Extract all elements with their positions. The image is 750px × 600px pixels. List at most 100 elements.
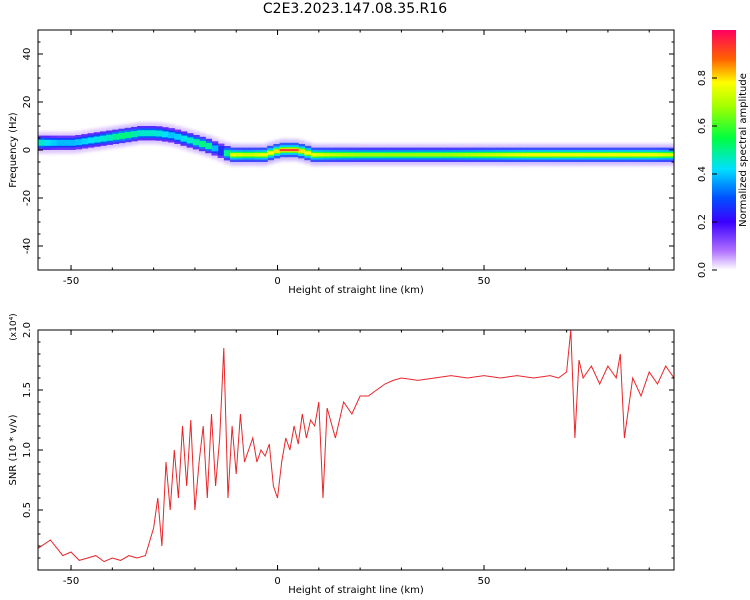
spectrogram-cell: [230, 153, 237, 157]
x-tick-label: -50: [63, 276, 79, 287]
spectrogram-cell: [576, 153, 584, 157]
colorbar-label: Normalized spectral amplitude: [738, 73, 749, 227]
x-tick-label: 50: [478, 276, 491, 287]
spectrogram-cell: [446, 153, 454, 157]
spectrogram-cell: [453, 153, 460, 157]
spectrogram-cell: [161, 131, 169, 138]
spectrogram-heatmap: [38, 122, 674, 166]
spectrogram-cell: [304, 151, 312, 155]
spectrogram-cell: [211, 145, 219, 152]
spectrogram-cell: [180, 135, 188, 142]
x-tick-label: 0: [274, 576, 280, 587]
spectrogram-cell: [403, 153, 411, 157]
spectrogram-cell: [143, 130, 151, 137]
spectrogram-cell: [242, 153, 250, 157]
spectrogram-cell: [391, 153, 398, 157]
spectrogram-cell: [186, 137, 194, 144]
spectrogram-cell: [490, 153, 498, 157]
spectrogram-cell: [533, 153, 541, 157]
y-tick-label: 1.0: [22, 442, 33, 458]
spectrogram-cell: [205, 143, 213, 149]
spectrogram-cell: [422, 153, 429, 157]
spectrogram-cell: [93, 136, 101, 143]
spectrogram-cell: [316, 153, 324, 157]
spectrogram-cell: [477, 153, 485, 157]
chart-title: C2E3.2023.147.08.35.R16: [262, 1, 448, 17]
colorbar-gradient: [712, 30, 736, 270]
y-tick-label: 2.0: [22, 322, 33, 338]
spectrogram-cell: [130, 131, 138, 138]
spectrogram-cell: [279, 149, 287, 151]
spectrogram-cell: [645, 153, 652, 157]
spectrogram-cell: [397, 153, 405, 157]
spectrogram-cell: [168, 132, 175, 139]
spectrogram-cell: [558, 153, 566, 157]
spectrogram-cell: [261, 153, 268, 157]
spectrogram-cell: [570, 153, 578, 157]
spectrogram-cell: [508, 153, 516, 157]
spectrogram-cell: [285, 149, 293, 151]
spectrogram-cell: [638, 153, 646, 157]
spectrogram-panel: -50 0 50 -40 -20 0 20 40 Height of straight lin…: [8, 29, 675, 296]
spectrogram-cell: [310, 153, 318, 157]
snr-series-line: [38, 330, 674, 563]
snr-ticks: -50 0 50 0.5 1.0 1.5 2.0: [22, 322, 674, 587]
spectrogram-cell: [459, 153, 467, 157]
spectrogram-cell: [273, 149, 281, 153]
spectrogram-cell: [341, 153, 349, 157]
x-tick-label: 0: [274, 276, 280, 287]
spectrogram-cell: [471, 153, 479, 157]
x-tick-label: 50: [478, 576, 491, 587]
spectrogram-cell: [583, 153, 590, 157]
y-tick-label: 1.5: [22, 382, 33, 398]
spectrogram-cell: [378, 153, 386, 157]
spectrogram-cell: [415, 153, 423, 157]
y-tick-label: 40: [22, 48, 33, 61]
spectrogram-cell: [626, 153, 634, 157]
spectrogram-cell: [75, 139, 82, 146]
y-tick-label: 0: [22, 147, 33, 153]
spectrogram-cell: [353, 153, 361, 157]
spectrogram-cell: [106, 134, 113, 141]
spectrogram-cell: [360, 153, 367, 157]
colorbar-tick-label: 0.4: [697, 166, 708, 182]
spectrogram-cell: [87, 137, 95, 144]
spectrogram-cell: [595, 153, 603, 157]
spectrogram-cell: [564, 153, 572, 157]
spectrogram-cell: [322, 153, 330, 157]
spectrogram-cell: [81, 138, 89, 145]
spectrogram-cell: [620, 153, 628, 157]
spectrogram-cell: [428, 153, 436, 157]
spectrogram-y-axis-label: Frequency (Hz): [8, 112, 19, 188]
spectrogram-ticks: -50 0 50 -40 -20 0 20 40: [22, 29, 674, 287]
spectrogram-cell: [502, 153, 510, 157]
spectrogram-cell: [539, 153, 547, 157]
spectrogram-x-axis-label: Height of straight line (km): [288, 285, 424, 296]
spectrogram-cell: [651, 153, 659, 157]
spectrogram-cell: [68, 139, 76, 146]
spectrogram-cell: [267, 151, 275, 155]
spectrogram-cell: [545, 153, 553, 157]
spectrogram-layer-5: [279, 149, 299, 151]
spectrogram-cell: [329, 153, 336, 157]
spectrogram-cell: [124, 132, 132, 138]
y-tick-label: 0.5: [22, 502, 33, 518]
spectrogram-cell: [44, 139, 51, 146]
spectrogram-cell: [236, 153, 244, 157]
snr-x-axis-label: Height of straight line (km): [288, 585, 424, 596]
spectrogram-cell: [50, 139, 58, 146]
spectrogram-cell: [291, 149, 299, 151]
spectrogram-cell: [335, 153, 343, 157]
spectrogram-cell: [465, 153, 473, 157]
spectrogram-cell: [149, 130, 157, 137]
spectrogram-cell: [657, 153, 665, 157]
spectrogram-cell: [174, 133, 182, 140]
y-tick-label: -20: [22, 190, 33, 206]
spectrogram-cell: [384, 153, 392, 157]
spectrogram-cell: [155, 130, 163, 137]
colorbar-tick-label: 0.8: [697, 70, 708, 86]
spectrogram-cell: [589, 153, 597, 157]
spectrogram-cell: [527, 153, 535, 157]
spectrogram-cell: [607, 153, 615, 157]
